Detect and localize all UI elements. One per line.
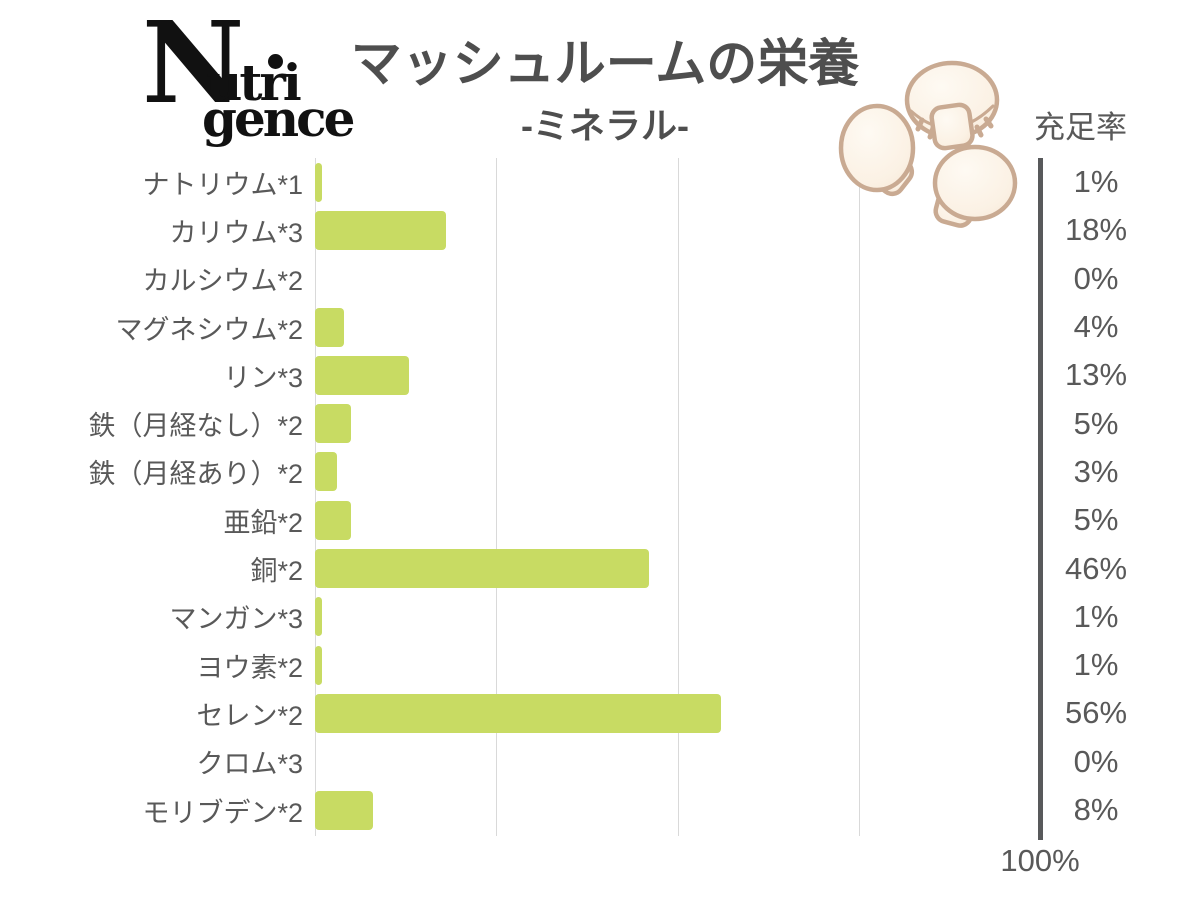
category-label: セレン*2 [196,700,303,731]
bar-track [315,448,1040,496]
value-bar [315,549,649,589]
value-label: 1% [1073,598,1119,634]
bar-track [315,786,1040,834]
value-label: 18% [1064,212,1128,248]
value-bar [315,404,352,444]
chart-row: マンガン*3 1% [0,593,1180,641]
value-label: 1% [1073,164,1119,200]
mushroom-underside-icon [904,60,1000,151]
chart-row: リン*3 13% [0,351,1180,399]
mushroom-left-icon [838,103,916,197]
chart-row: モリブデン*2 8% [0,786,1180,834]
logo-dot-icon [268,54,283,69]
value-bar [315,355,410,395]
category-label: カリウム*3 [169,217,303,248]
value-bar [315,452,337,492]
page-subtitle: -ミネラル- [521,105,689,146]
value-label: 13% [1064,357,1128,393]
value-bar [315,307,344,347]
value-bar [315,645,323,685]
chart-row: カルシウム*2 0% [0,255,1180,303]
bar-track [315,593,1040,641]
bar-track [315,206,1040,254]
value-bar [315,500,352,540]
category-label: モリブデン*2 [142,797,303,828]
value-label: 3% [1073,453,1119,489]
value-label: 56% [1064,695,1128,731]
axis-line-100 [1038,158,1043,840]
value-label: 0% [1073,260,1119,296]
chart-row: ナトリウム*1 1% [0,158,1180,206]
brand-logo: N utri gence [142,8,355,148]
value-label: 5% [1073,502,1119,538]
value-bar [315,693,721,733]
logo-text-utri: utri [206,53,302,112]
value-bar [315,162,323,202]
logo-letter-n: N [142,0,245,129]
gridline-75 [858,158,860,836]
category-label: ヨウ素*2 [196,652,303,683]
chart-row: クロム*3 0% [0,738,1180,786]
bar-track [315,544,1040,592]
category-label: マンガン*3 [169,604,303,635]
value-label: 5% [1073,405,1119,441]
chart-row: セレン*2 56% [0,689,1180,737]
chart-row: 銅*2 46% [0,544,1180,592]
bar-track [315,351,1040,399]
chart-row: 鉄（月経あり）*2 3% [0,448,1180,496]
bar-track [315,303,1040,351]
bar-track [315,399,1040,447]
value-label: 1% [1073,647,1119,683]
logo-text-gence: gence [202,89,355,148]
page-title: マッシュルームの栄養 [350,35,860,92]
bar-track [315,255,1040,303]
value-label: 46% [1064,550,1128,586]
bar-track [315,158,1040,206]
gridline-25 [496,158,498,836]
category-label: 鉄（月経なし）*2 [88,411,303,442]
gridline-50 [677,158,679,836]
axis-max-label: 100% [1000,843,1080,878]
value-label: 8% [1073,792,1119,827]
bar-track [315,689,1040,737]
mushroom-illustration [838,60,1018,228]
chart-row: マグネシウム*2 4% [0,303,1180,351]
value-label: 0% [1073,743,1119,779]
category-label: マグネシウム*2 [115,314,303,345]
value-bar [315,790,373,830]
bar-track [315,641,1040,689]
value-bar [315,597,323,637]
mushroom-right-icon [932,144,1018,228]
chart-rows: ナトリウム*1 1% カリウム*3 18% カルシウム*2 0% マグネシウム*2 4% リン*… [0,158,1180,834]
category-label: 亜鉛*2 [223,507,303,538]
category-label: リン*3 [223,362,303,393]
bar-track [315,496,1040,544]
category-label: 銅*2 [250,556,303,587]
category-label: 鉄（月経あり）*2 [88,459,303,490]
category-label: カルシウム*2 [142,266,303,297]
category-label: ナトリウム*1 [142,169,303,200]
value-column-header: 充足率 [1034,110,1127,145]
value-bar [315,210,446,250]
chart-row: 亜鉛*2 5% [0,496,1180,544]
chart-row: 鉄（月経なし）*2 5% [0,399,1180,447]
value-label: 4% [1073,309,1119,345]
bar-track [315,738,1040,786]
chart-row: カリウム*3 18% [0,206,1180,254]
gridline-0 [315,158,316,836]
category-label: クロム*3 [196,749,303,780]
chart-row: ヨウ素*2 1% [0,641,1180,689]
